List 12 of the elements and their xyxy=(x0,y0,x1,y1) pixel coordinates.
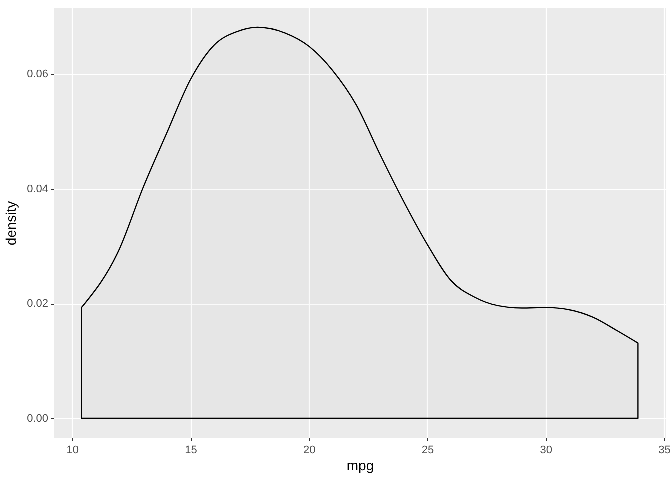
y-axis-title: density xyxy=(3,201,20,246)
x-tick-label: 35 xyxy=(658,444,671,456)
x-tick-label: 10 xyxy=(66,444,79,456)
x-tick-label: 30 xyxy=(540,444,552,456)
y-tick-label: 0.00 xyxy=(27,412,48,425)
x-tick-label: 20 xyxy=(303,444,316,456)
y-tick-label: 0.06 xyxy=(27,68,48,81)
x-tick-label: 15 xyxy=(185,444,198,456)
x-tick-label: 25 xyxy=(422,444,434,456)
y-tick-label: 0.02 xyxy=(27,298,48,310)
y-tick-label: 0.04 xyxy=(27,183,48,196)
x-axis-title: mpg xyxy=(346,458,374,474)
